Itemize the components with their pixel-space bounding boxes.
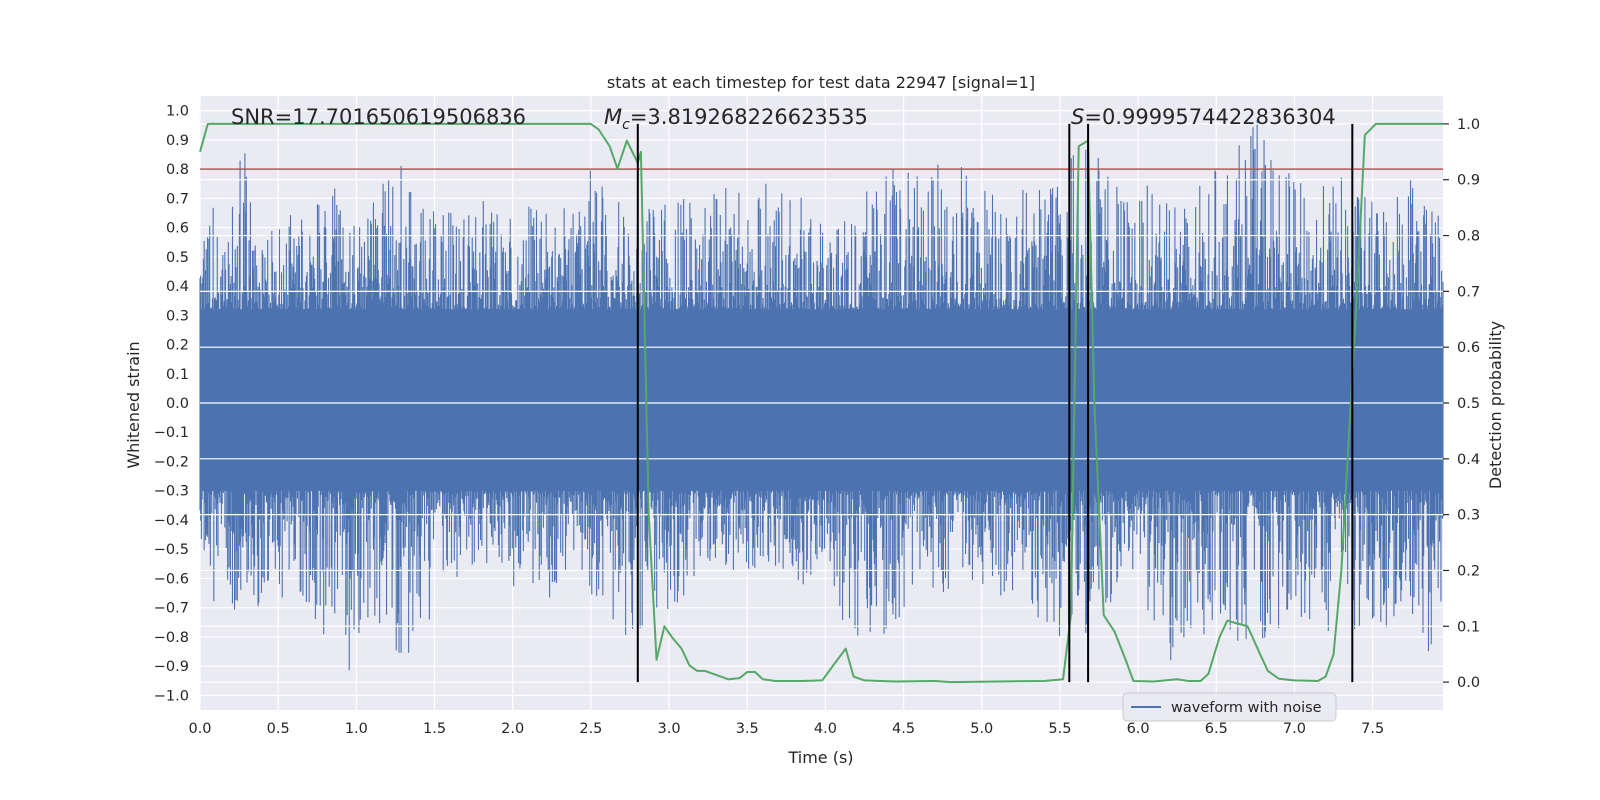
y-tick-label: 0.8 [166,162,189,178]
y-tick-label: 0.5 [166,250,189,266]
x-tick-label: 6.0 [1127,721,1150,737]
x-tick-label: 4.5 [892,721,915,737]
detection-stat-value: =0.9999574422836304 [1084,105,1335,129]
x-tick-label: 2.0 [501,721,524,737]
x-tick-label: 1.0 [345,721,368,737]
y2-tick-label: 0.7 [1457,284,1480,300]
y2-tick-label: 0.5 [1457,396,1480,412]
x-tick-label: 0.0 [188,721,211,737]
legend-box [1122,692,1337,722]
detection-stat-annotation: S=0.9999574422836304 [1071,105,1336,129]
y2-tick-label: 0.6 [1457,340,1480,356]
legend-label: waveform with noise [1171,700,1322,716]
x-tick-label: 5.0 [970,721,993,737]
y-tick-label: −0.5 [154,542,189,558]
x-tick-label: 3.0 [658,721,681,737]
strain-series [199,119,1444,671]
x-tick-label: 4.0 [814,721,837,737]
chirp-mass-symbol: M [604,105,622,129]
y2-axis-label: Detection probability [1486,321,1505,489]
x-tick-label: 7.0 [1283,721,1306,737]
chirp-mass-value: =3.819268226623535 [630,105,868,129]
x-tick-label: 5.5 [1048,721,1071,737]
chart-title: stats at each timestep for test data 229… [607,73,1035,92]
y-axis-label: Whitened strain [124,341,143,468]
y-tick-label: −0.8 [154,630,189,646]
y2-tick-label: 0.9 [1457,173,1480,189]
x-tick-label: 7.5 [1361,721,1384,737]
x-tick-label: 3.5 [736,721,759,737]
y2-tick-label: 1.0 [1457,117,1480,133]
y2-tick-label: 0.2 [1457,563,1480,579]
y-tick-label: 0.1 [166,367,189,383]
strain-band [200,309,1443,491]
x-axis-label: Time (s) [787,748,853,767]
y-tick-label: 0.9 [166,133,189,149]
y-tick-label: 1.0 [166,104,189,120]
y-tick-label: −0.4 [154,513,189,529]
vertical-markers [636,123,1354,683]
y-tick-label: −1.0 [154,688,189,704]
detection-stat-symbol: S [1071,105,1084,129]
detection-probability-line [199,122,1443,684]
legend: waveform with noise [1122,692,1337,722]
probability-series [199,122,1443,684]
y-tick-label: 0.2 [166,338,189,354]
y-tick-label: 0.6 [166,221,189,237]
y-tick-label: −0.2 [154,454,189,470]
y-tick-label: −0.9 [154,659,189,675]
y2-tick-label: 0.1 [1457,619,1480,635]
y-tick-label: 0.3 [166,308,189,324]
y2-tick-label: 0.4 [1457,452,1480,468]
y-tick-label: −0.6 [154,571,189,587]
chirp-mass-subscript: c [622,117,630,133]
x-tick-label: 0.5 [267,721,290,737]
y2-tick-label: 0.3 [1457,508,1480,524]
x-tick-label: 1.5 [423,721,446,737]
y2-tick-label: 0.0 [1457,675,1480,691]
y-tick-label: 0.0 [166,396,189,412]
y-tick-label: −0.3 [154,484,189,500]
axes: 0.0 0.5 1.0 1.5 2.0 2.5 3.0 3.5 4.0 4.5 5.0 5.5 6.0 6… [154,104,1480,737]
y-tick-label: 0.7 [166,191,189,207]
chirp-mass-annotation: Mc=3.819268226623535 [604,105,868,133]
y-tick-label: −0.1 [154,425,189,441]
y-tick-label: −0.7 [154,601,189,617]
y2-tick-label: 0.8 [1457,229,1480,245]
snr-annotation: SNR=17.701650619506836 [231,105,526,129]
x-tick-label: 6.5 [1205,721,1228,737]
x-tick-label: 2.5 [579,721,602,737]
y-tick-label: 0.4 [166,279,189,295]
